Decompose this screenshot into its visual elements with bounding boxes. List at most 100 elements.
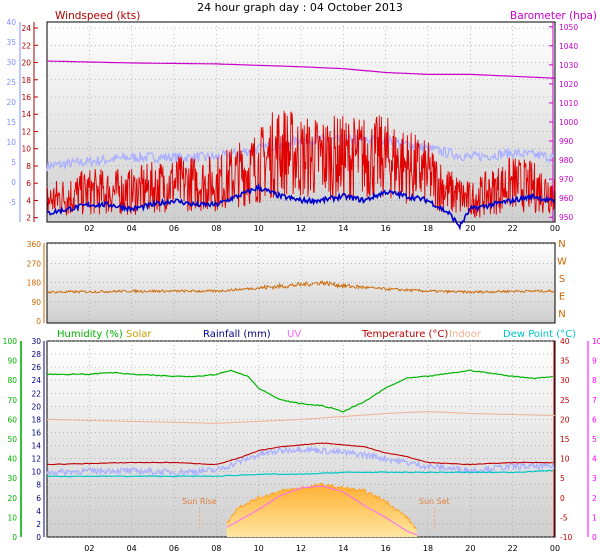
humidity-tick-label: 30 (7, 474, 17, 483)
wind-x-tick-label: 00 (550, 224, 560, 233)
windspeed-tick-label: 14 (21, 110, 31, 119)
rainfall-tick-label: 2 (36, 520, 41, 529)
wind-x-tick-label: 14 (338, 224, 348, 233)
windspeed-tick-label: 12 (21, 127, 31, 136)
outer-left-tick-label: 15 (6, 118, 16, 127)
temperature-tick-label: 35 (560, 357, 570, 366)
rainfall-tick-label: 24 (31, 376, 41, 385)
rainfall-tick-label: 4 (36, 507, 41, 516)
barometer-tick-label: 1020 (559, 80, 578, 89)
rainfall-tick-label: 12 (31, 455, 41, 464)
windspeed-tick-label: 22 (21, 41, 31, 50)
average-wind-line (46, 182, 555, 231)
windspeed-tick-label: 6 (26, 179, 31, 188)
rainfall-tick-label: 0 (36, 533, 41, 542)
humidity-tick-label: 0 (12, 533, 17, 542)
direction-tick-label: 180 (27, 279, 42, 288)
windspeed-tick-label: 2 (26, 214, 31, 223)
barometer-tick-label: 1040 (559, 42, 578, 51)
legend-entry: Solar (126, 329, 152, 340)
indoor-temperature-line (46, 411, 556, 424)
windspeed-tick-label: 18 (21, 76, 31, 85)
climate-x-tick-label: 04 (127, 544, 137, 553)
barometer-tick-label: 960 (559, 194, 574, 203)
barometer-tick-label: 1000 (559, 118, 578, 127)
legend-entry: Humidity (%) (57, 329, 123, 340)
rainfall-tick-label: 6 (36, 494, 41, 503)
uv-tick-label: 7 (592, 396, 597, 405)
sun-event-label: Sun Set (419, 497, 450, 506)
outer-left-tick-label: 40 (6, 18, 16, 27)
uv-tick-label: 9 (592, 357, 597, 366)
outer-left-tick-label: 25 (6, 78, 16, 87)
climate-x-tick-label: 14 (338, 544, 348, 553)
rainfall-tick-label: 8 (36, 481, 41, 490)
windspeed-line (46, 110, 556, 219)
direction-tick-label: 360 (27, 240, 42, 249)
wind-x-tick-label: 10 (254, 224, 264, 233)
rainfall-tick-label: 30 (31, 337, 41, 346)
climate-x-tick-label: 02 (84, 544, 94, 553)
windspeed-tick-label: 8 (26, 162, 31, 171)
barometer-tick-label: 980 (559, 156, 574, 165)
uv-tick-label: 5 (592, 435, 597, 444)
humidity-tick-label: 80 (7, 376, 17, 385)
humidity-tick-label: 70 (7, 396, 17, 405)
direction-tick-label: 0 (36, 317, 41, 326)
barometer-tick-label: 970 (559, 175, 574, 184)
compass-label: N (558, 309, 565, 320)
windspeed-tick-label: 16 (21, 93, 31, 102)
rainfall-tick-label: 26 (31, 363, 41, 372)
uv-tick-label: 8 (592, 376, 597, 385)
windspeed-axis-title: Windspeed (kts) (55, 10, 140, 22)
uv-tick-label: 10 (592, 337, 600, 346)
compass-label: W (557, 257, 567, 268)
solar-area (226, 483, 418, 537)
wind-x-tick-label: 18 (423, 224, 433, 233)
climate-x-tick-label: 16 (381, 544, 391, 553)
direction-tick-label: 90 (31, 298, 41, 307)
rainfall-tick-label: 22 (31, 389, 41, 398)
humidity-tick-label: 50 (7, 435, 17, 444)
uv-tick-label: 6 (592, 415, 597, 424)
rainfall-tick-label: 16 (31, 428, 41, 437)
barometer-tick-label: 950 (559, 213, 574, 222)
wind-x-tick-label: 02 (84, 224, 94, 233)
outer-left-tick-label: -5 (9, 198, 17, 207)
temperature-tick-label: 20 (560, 415, 570, 424)
chart-title: 24 hour graph day : 04 October 2013 (197, 1, 403, 14)
climate-x-tick-label: 18 (423, 544, 433, 553)
temperature-tick-label: 10 (560, 455, 570, 464)
windspeed-tick-label: 4 (26, 196, 31, 205)
temperature-tick-label: 25 (560, 396, 570, 405)
humidity-tick-label: 90 (7, 357, 17, 366)
outer-left-tick-label: 30 (6, 58, 16, 67)
temperature-tick-label: 0 (560, 494, 565, 503)
humidity-line (46, 369, 553, 413)
temperature-tick-label: 30 (560, 376, 570, 385)
dew-point-line (46, 469, 553, 478)
climate-x-tick-label: 08 (211, 544, 221, 553)
humidity-tick-label: 60 (7, 415, 17, 424)
solar-line (226, 482, 417, 530)
climate-x-tick-label: 20 (465, 544, 475, 553)
uv-tick-label: 2 (592, 494, 597, 503)
barometer-tick-label: 1050 (559, 23, 578, 32)
uv-tick-label: 1 (592, 513, 597, 522)
uv-tick-label: 0 (592, 533, 597, 542)
rainfall-tick-label: 28 (31, 350, 41, 359)
uv-tick-label: 3 (592, 474, 597, 483)
legend-entry: UV (287, 329, 301, 340)
windspeed-tick-label: 20 (21, 59, 31, 68)
rainfall-tick-label: 14 (31, 442, 41, 451)
sun-event-label: Sun Rise (182, 497, 217, 506)
wind-x-tick-label: 12 (296, 224, 306, 233)
temperature-tick-label: 40 (560, 337, 570, 346)
climate-x-tick-label: 12 (296, 544, 306, 553)
climate-x-tick-label: 00 (550, 544, 560, 553)
temperature-tick-label: 15 (560, 435, 570, 444)
wind-x-tick-label: 20 (465, 224, 475, 233)
rainfall-tick-label: 10 (31, 468, 41, 477)
climate-x-tick-label: 06 (169, 544, 179, 553)
